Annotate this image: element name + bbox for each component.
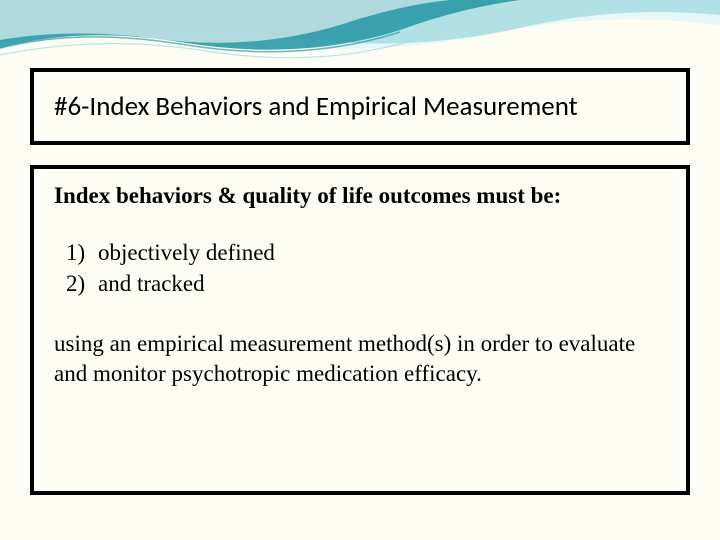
closing-text: using an empirical measurement method(s)… — [54, 329, 666, 389]
list-number: 2) — [66, 268, 98, 299]
body-box: Index behaviors & quality of life outcom… — [30, 165, 690, 495]
slide-title: #6-Index Behaviors and Empirical Measure… — [54, 90, 666, 123]
numbered-list: 1) objectively defined 2) and tracked — [66, 237, 666, 299]
title-box: #6-Index Behaviors and Empirical Measure… — [30, 68, 690, 145]
list-item: 1) objectively defined — [66, 237, 666, 268]
list-item: 2) and tracked — [66, 268, 666, 299]
lead-text: Index behaviors & quality of life outcom… — [54, 183, 666, 209]
list-text: objectively defined — [98, 237, 275, 268]
slide-content: #6-Index Behaviors and Empirical Measure… — [0, 0, 720, 515]
list-text: and tracked — [98, 268, 205, 299]
list-number: 1) — [66, 237, 98, 268]
